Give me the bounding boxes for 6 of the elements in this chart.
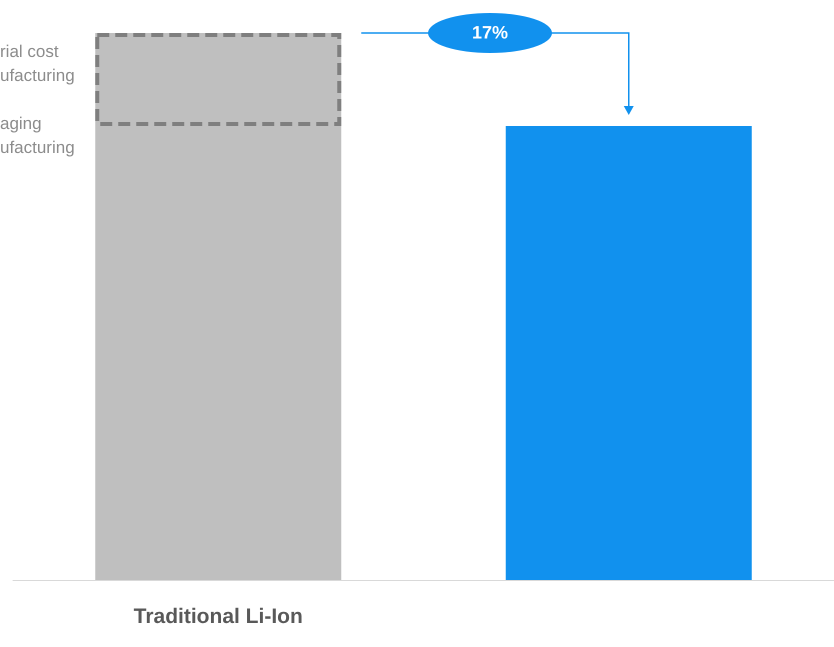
x-tick-label: Traditional Li-Ion [134, 605, 303, 628]
annotation: ufacturing [0, 138, 75, 158]
annotation: ufacturing [0, 66, 75, 86]
annotation: aging [0, 114, 42, 134]
annotation: rial cost [0, 42, 59, 62]
annotation: 17% [472, 22, 508, 44]
